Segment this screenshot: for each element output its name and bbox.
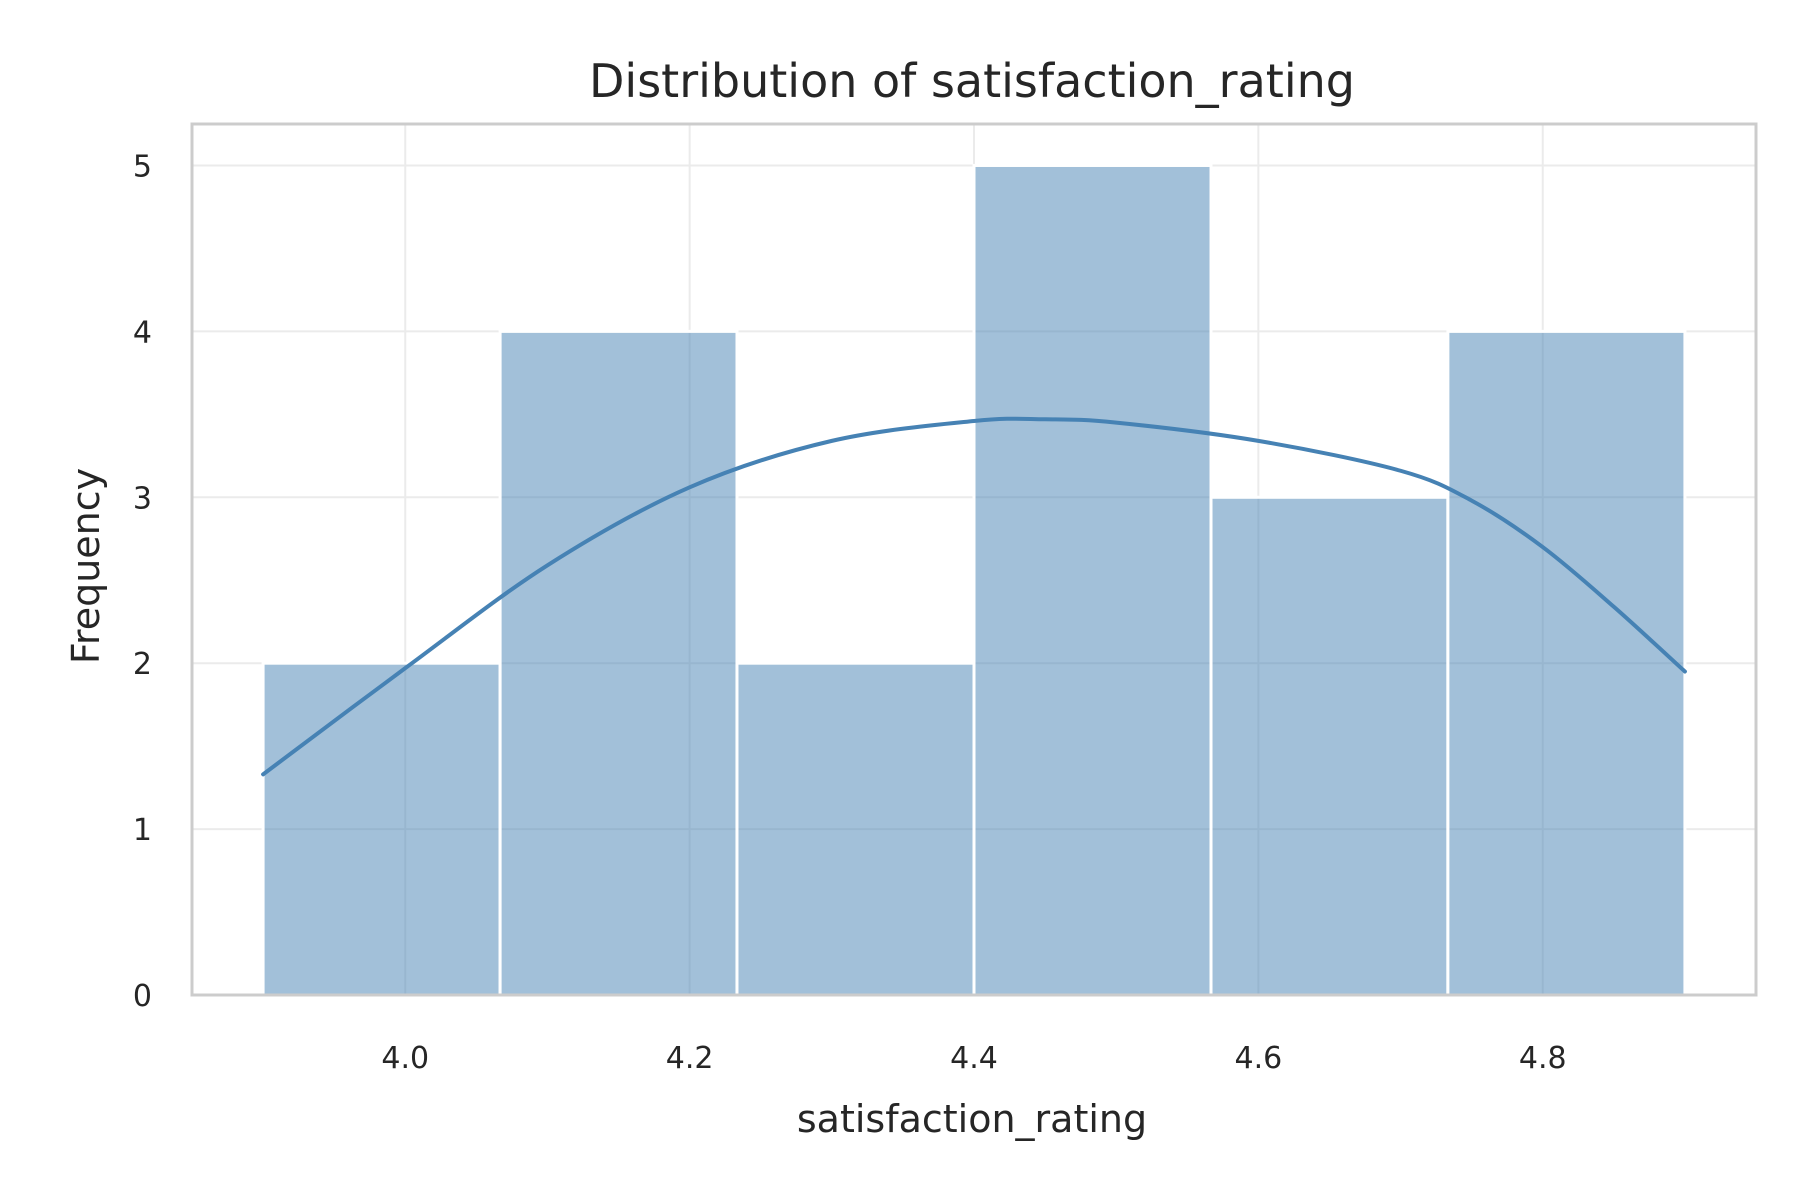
x-tick-label-3: 4.6 [1235, 1041, 1283, 1076]
y-axis-ticks: 0 1 2 3 4 5 [133, 149, 152, 1014]
x-axis-ticks: 4.0 4.2 4.4 4.6 4.8 [381, 1041, 1566, 1076]
histogram-bar-1 [498, 329, 739, 997]
y-tick-label-3: 3 [133, 481, 152, 516]
y-tick-label-5: 5 [133, 149, 152, 184]
histogram-bars [261, 163, 1687, 997]
x-tick-label-4: 4.8 [1519, 1041, 1567, 1076]
x-axis-label: satisfaction_rating [797, 1097, 1147, 1141]
x-tick-label-2: 4.4 [950, 1041, 998, 1076]
y-tick-label-0: 0 [133, 979, 152, 1014]
x-tick-label-1: 4.2 [666, 1041, 714, 1076]
y-tick-label-1: 1 [133, 813, 152, 848]
y-tick-label-4: 4 [133, 315, 152, 350]
y-axis-label: Frequency [64, 468, 108, 664]
kde-curve [261, 416, 1687, 777]
kde-line [261, 416, 1687, 777]
histogram-bar-3 [972, 163, 1213, 997]
histogram-bar-2 [735, 661, 976, 997]
plot-frame [190, 122, 1758, 997]
histogram-bar-0 [261, 661, 502, 997]
y-tick-label-2: 2 [133, 647, 152, 682]
histogram-bar-5 [1446, 329, 1687, 997]
x-tick-label-0: 4.0 [381, 1041, 429, 1076]
histogram-bar-4 [1209, 495, 1450, 997]
chart-title: Distribution of satisfaction_rating [589, 54, 1355, 108]
